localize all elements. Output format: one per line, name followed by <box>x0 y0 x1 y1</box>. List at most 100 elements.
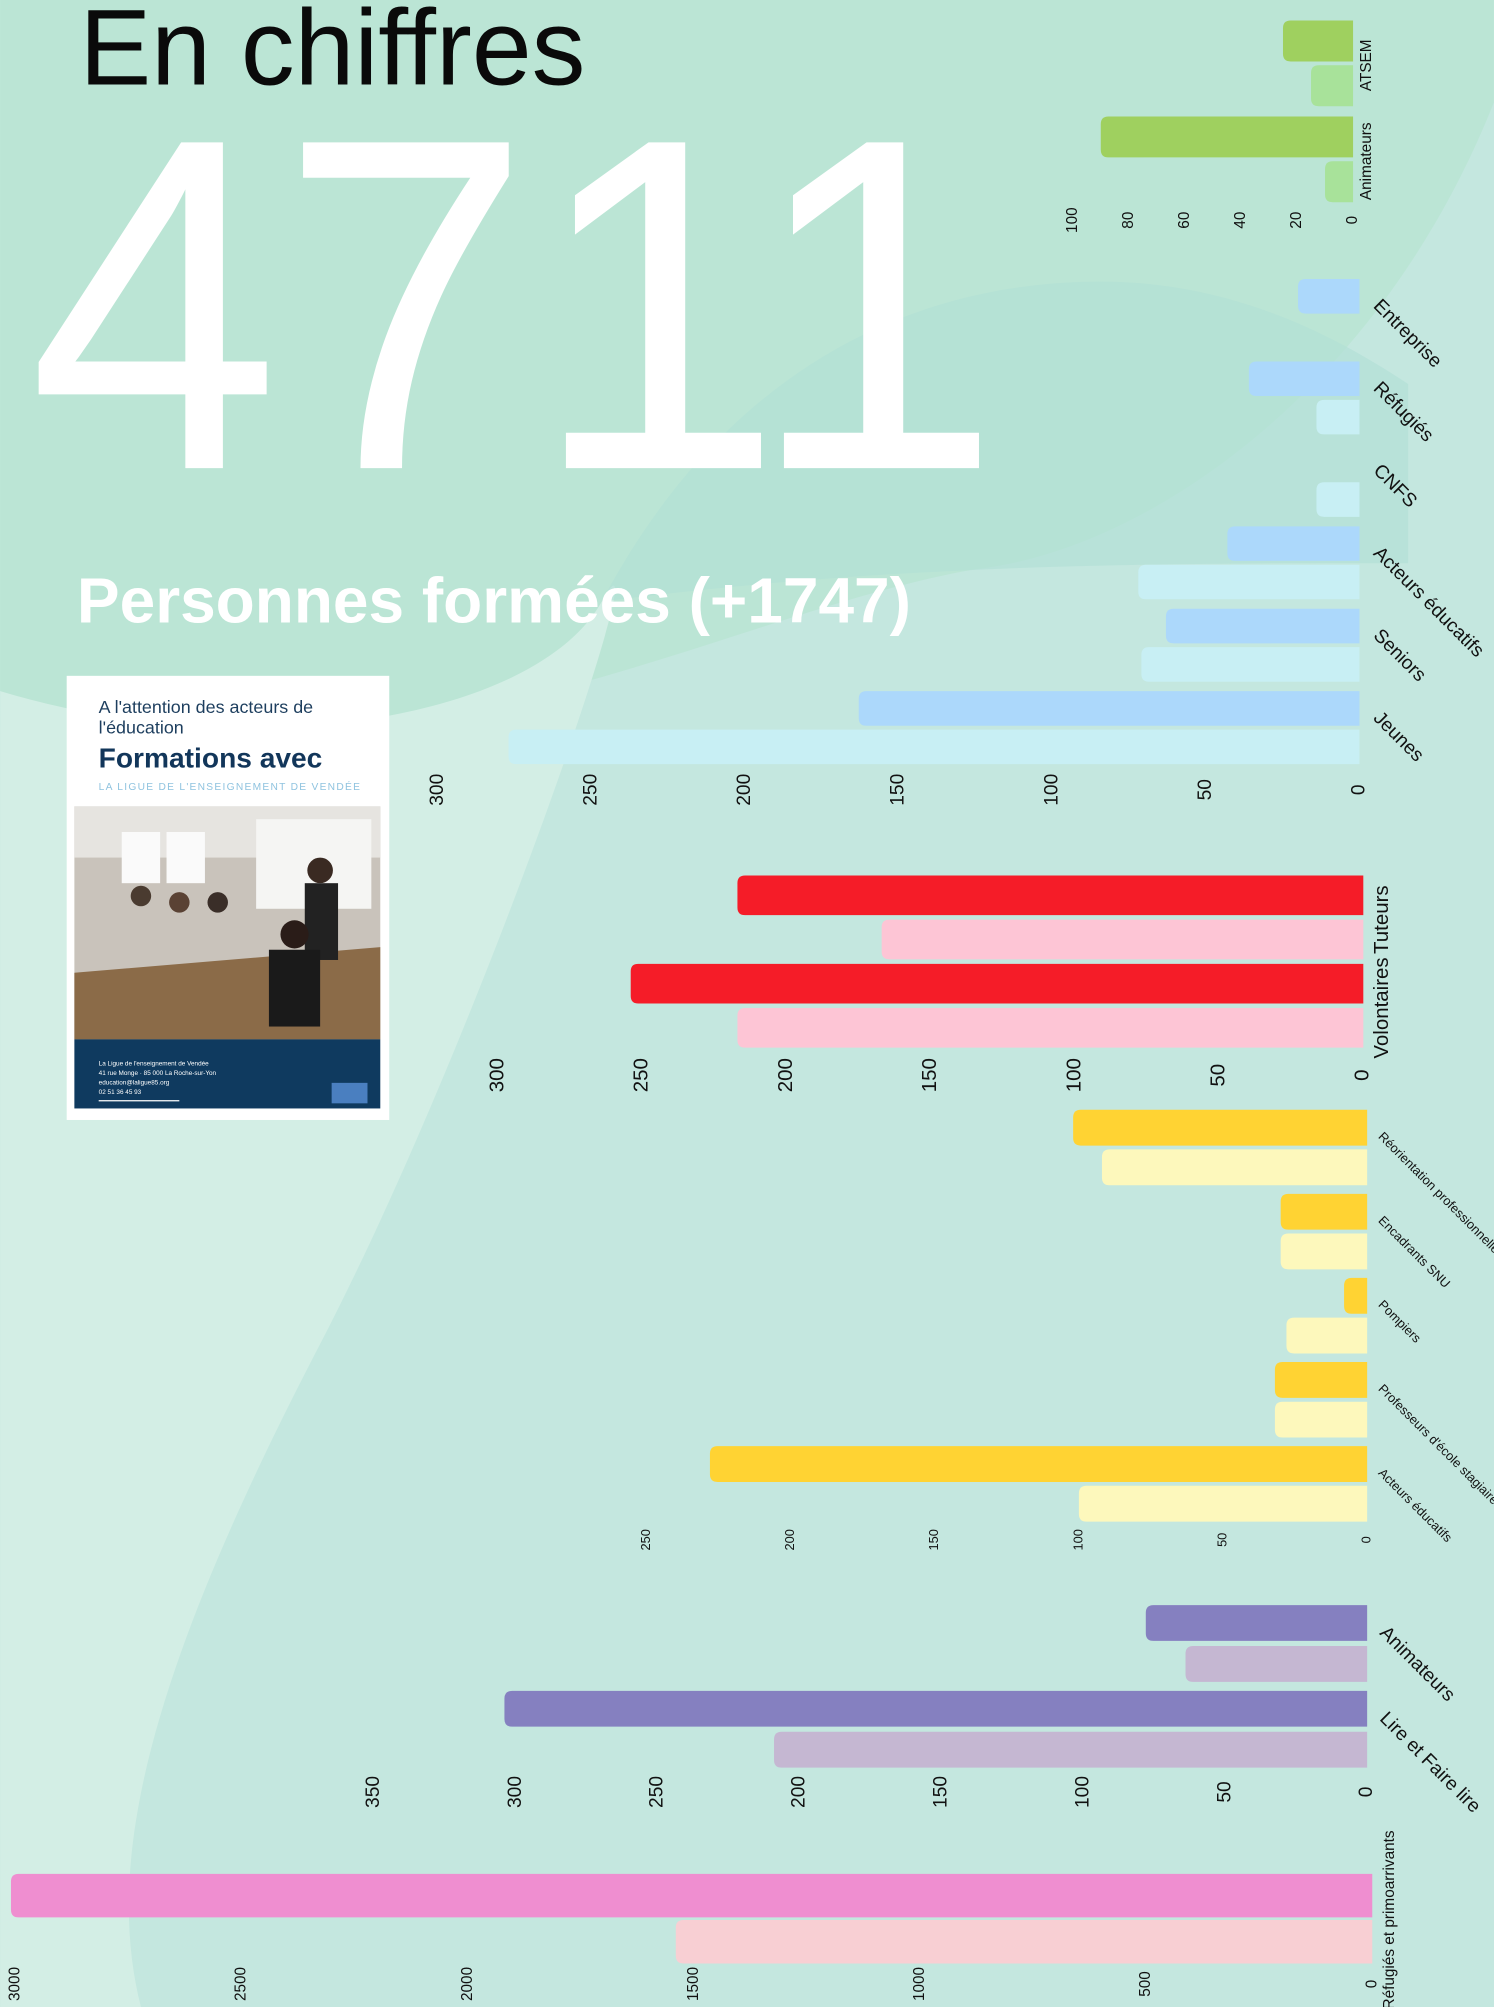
photo-person <box>268 949 321 1027</box>
bar <box>1298 279 1360 314</box>
x-tick-label: 1000 <box>911 1967 928 2001</box>
x-tick-label: 100 <box>1064 207 1081 233</box>
bar <box>1100 116 1354 158</box>
category-label: Volontaires <box>1370 957 1393 1058</box>
x-tick-label: 50 <box>1195 779 1216 800</box>
x-tick-label: 200 <box>782 1529 797 1550</box>
bar <box>737 875 1364 916</box>
photo-person <box>207 892 228 913</box>
bar-chart: 0 20 40 60 80 100 ATSEM Animateurs <box>1064 20 1375 233</box>
bar <box>1101 1149 1368 1186</box>
x-tick-label: 50 <box>1214 1533 1229 1547</box>
x-tick-label: 100 <box>1072 1776 1093 1808</box>
bar <box>1282 20 1354 62</box>
photo-person <box>304 883 339 960</box>
bar <box>1311 65 1354 107</box>
photo-person <box>307 857 333 884</box>
bar <box>1274 1362 1368 1398</box>
x-tick-label: 150 <box>931 1776 952 1808</box>
bar <box>1274 1401 1368 1438</box>
x-tick-label: 50 <box>1207 1064 1230 1087</box>
bar <box>1078 1485 1368 1522</box>
bar <box>1138 564 1360 600</box>
bar <box>1227 526 1360 561</box>
bar <box>1316 482 1360 517</box>
x-tick-label: 100 <box>1070 1529 1085 1550</box>
bar <box>858 691 1360 726</box>
x-tick-label: 0 <box>1359 1536 1374 1543</box>
x-tick-label: 2000 <box>459 1967 476 2001</box>
bar <box>1165 608 1360 644</box>
bar <box>1248 361 1360 397</box>
poster-contact: La Ligue de l'enseignement de Vendée <box>99 1060 209 1067</box>
x-tick-label: 150 <box>918 1058 941 1092</box>
poster-footer <box>74 1039 381 1109</box>
bar <box>1316 399 1360 435</box>
x-tick-label: 100 <box>1041 774 1062 806</box>
x-tick-label: 150 <box>888 774 909 806</box>
photo-window <box>166 831 205 884</box>
poster-contact: education@laligue85.org <box>99 1080 170 1087</box>
x-tick-label: 250 <box>638 1529 653 1550</box>
bar <box>1325 161 1354 203</box>
poster-contact: 02 51 36 45 93 <box>99 1089 142 1096</box>
photo-person <box>130 885 152 907</box>
category-label: ATSEM <box>1358 39 1375 91</box>
poster-org: LA LIGUE DE L'ENSEIGNEMENT DE VENDÉE <box>99 780 362 793</box>
bar-chart: 0 500 1000 1500 2000 2500 3000 Réfugiés et prim… <box>7 1830 1399 2007</box>
x-tick-label: 0 <box>1363 1980 1380 1989</box>
bar <box>10 1873 1373 1918</box>
x-tick-label: 0 <box>1356 1787 1377 1798</box>
x-tick-label: 60 <box>1176 212 1193 229</box>
x-tick-label: 250 <box>630 1058 653 1092</box>
category-label: Animateurs <box>1358 122 1375 200</box>
poster-contact: 41 rue Monge · 85 000 La Roche-sur-Yon <box>99 1070 217 1077</box>
bar <box>1286 1317 1368 1354</box>
x-tick-label: 0 <box>1349 784 1370 795</box>
x-tick-label: 40 <box>1232 212 1249 229</box>
x-tick-label: 350 <box>363 1776 384 1808</box>
bar <box>737 1007 1364 1048</box>
x-tick-label: 300 <box>427 774 448 806</box>
x-tick-label: 300 <box>485 1058 508 1092</box>
x-tick-label: 200 <box>734 774 755 806</box>
x-tick-label: 80 <box>1120 212 1137 229</box>
poster: A l'attention des acteurs de l'éducation … <box>66 675 390 1120</box>
bar <box>1280 1193 1368 1230</box>
x-tick-label: 100 <box>1062 1058 1085 1092</box>
bar-chart: 0 50 100 150 200 250 300 Tuteurs Volontaires <box>485 875 1393 1092</box>
x-tick-label: 500 <box>1137 1971 1154 1997</box>
x-tick-label: 20 <box>1288 212 1305 229</box>
x-tick-label: 250 <box>647 1776 668 1808</box>
x-tick-label: 3000 <box>7 1967 24 2001</box>
x-tick-label: 200 <box>774 1058 797 1092</box>
photo-window <box>121 831 161 884</box>
blob-top <box>0 0 1494 733</box>
title: En chiffres <box>79 0 585 108</box>
bar <box>709 1446 1368 1482</box>
x-tick-label: 0 <box>1351 1069 1374 1080</box>
x-tick-label: 0 <box>1344 216 1361 225</box>
x-tick-label: 50 <box>1214 1781 1235 1802</box>
blob-mid <box>601 281 1409 602</box>
poster-logo <box>331 1082 368 1104</box>
bar <box>508 729 1360 765</box>
x-tick-label: 2500 <box>233 1967 250 2001</box>
x-tick-label: 200 <box>789 1776 810 1808</box>
bar <box>774 1731 1368 1768</box>
bar <box>675 1919 1373 1964</box>
bar <box>881 919 1364 960</box>
bar <box>630 963 1364 1004</box>
category-label: Réfugiés et primoarrivants <box>1381 1830 1398 2007</box>
x-tick-label: 150 <box>926 1529 941 1550</box>
bar <box>1073 1109 1368 1146</box>
x-tick-label: 250 <box>581 774 602 806</box>
big-number: 4711 <box>28 40 1001 569</box>
x-tick-label: 1500 <box>685 1967 702 2001</box>
photo-person <box>280 920 309 949</box>
bar <box>1185 1646 1368 1682</box>
bar <box>1280 1233 1368 1270</box>
photo-person <box>169 892 190 913</box>
